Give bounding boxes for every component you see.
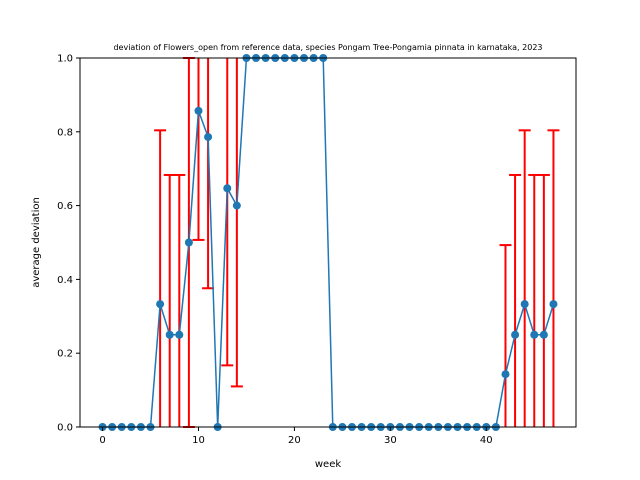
series-group — [98, 54, 558, 431]
data-point — [232, 201, 241, 210]
data-point — [194, 106, 203, 115]
data-point — [520, 300, 529, 309]
data-point — [156, 300, 165, 309]
data-point — [184, 238, 193, 247]
x-tick-label: 30 — [384, 435, 397, 446]
x-tick-label: 20 — [288, 435, 301, 446]
y-axis-ticks: 0.0 0.2 0.4 0.6 0.8 1.0 — [57, 54, 80, 434]
data-point — [530, 330, 539, 339]
y-tick-label: 1.0 — [57, 54, 73, 65]
y-tick-label: 0.4 — [57, 275, 73, 286]
data-point — [223, 184, 232, 193]
chart-title: deviation of Flowers_open from reference… — [113, 43, 542, 52]
data-point — [549, 300, 558, 309]
y-tick-label: 0.2 — [57, 349, 73, 360]
x-tick-label: 10 — [192, 435, 205, 446]
x-axis-label: week — [315, 459, 341, 470]
y-tick-label: 0.6 — [57, 201, 73, 212]
y-axis-label: average deviation — [31, 197, 42, 288]
data-point — [204, 132, 213, 141]
data-point — [175, 330, 184, 339]
error-bars — [154, 57, 560, 428]
y-tick-label: 0.8 — [57, 127, 73, 138]
data-point — [501, 370, 510, 379]
x-tick-label: 0 — [99, 435, 105, 446]
y-tick-label: 0.0 — [57, 423, 73, 434]
data-point — [165, 330, 174, 339]
x-axis-ticks: 0 10 20 30 40 — [99, 427, 493, 446]
data-point — [511, 330, 520, 339]
x-tick-label: 40 — [480, 435, 493, 446]
data-point — [539, 330, 548, 339]
plot-frame — [79, 57, 577, 428]
